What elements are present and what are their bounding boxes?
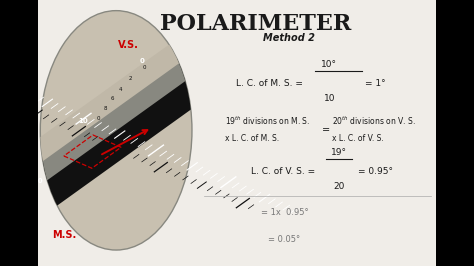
- Text: = 0.05°: = 0.05°: [268, 235, 301, 244]
- Text: 10°: 10°: [321, 60, 337, 69]
- Text: = 0.95°: = 0.95°: [358, 167, 393, 176]
- Text: 20: 20: [333, 182, 345, 191]
- Text: V.S.: V.S.: [118, 40, 138, 50]
- Text: L. C. of M. S. =: L. C. of M. S. =: [237, 79, 303, 88]
- Polygon shape: [0, 10, 262, 256]
- Polygon shape: [0, 13, 236, 253]
- Text: 6: 6: [111, 97, 115, 101]
- Ellipse shape: [40, 11, 192, 250]
- Polygon shape: [0, 6, 303, 260]
- Bar: [38, 0, 436, 266]
- Text: 4: 4: [119, 87, 123, 92]
- Bar: [0, 0, 38, 266]
- Text: =: =: [322, 125, 330, 135]
- Text: Method 2: Method 2: [263, 33, 315, 43]
- Text: 10: 10: [78, 118, 88, 124]
- Text: 20$^{th}$ divisions on V. S.: 20$^{th}$ divisions on V. S.: [332, 115, 416, 127]
- Text: 20: 20: [33, 178, 43, 184]
- Text: x L. C. of V. S.: x L. C. of V. S.: [332, 134, 383, 143]
- Bar: [436, 0, 474, 266]
- Text: = 1°: = 1°: [365, 79, 386, 88]
- Text: 19$^{th}$ divisions on M. S.: 19$^{th}$ divisions on M. S.: [225, 115, 310, 127]
- Text: = 1x  0.95°: = 1x 0.95°: [261, 208, 308, 217]
- Text: 0: 0: [97, 116, 100, 120]
- Text: 0: 0: [140, 58, 145, 64]
- Text: 0: 0: [143, 65, 146, 70]
- Text: L. C. of V. S. =: L. C. of V. S. =: [251, 167, 315, 176]
- Text: POLARIMETER: POLARIMETER: [160, 13, 352, 35]
- Text: 2: 2: [128, 76, 132, 81]
- Text: 8: 8: [103, 106, 107, 111]
- Text: 19°: 19°: [331, 148, 347, 157]
- Text: x L. C. of M. S.: x L. C. of M. S.: [225, 134, 279, 143]
- Text: 10: 10: [324, 94, 335, 103]
- Text: M.S.: M.S.: [52, 230, 76, 240]
